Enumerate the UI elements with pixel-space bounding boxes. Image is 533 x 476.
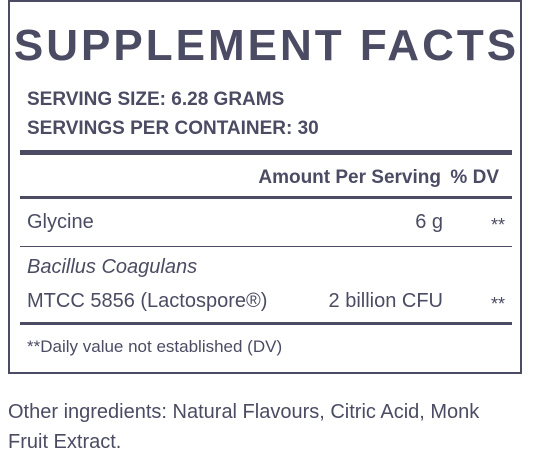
rule xyxy=(20,196,512,199)
nutrient-name: Bacillus Coagulans xyxy=(27,256,198,278)
strain: MTCC 5856 (Lactospore®) xyxy=(27,290,268,312)
facts-box xyxy=(8,0,522,374)
rule xyxy=(20,150,512,155)
column-header: % DV xyxy=(450,167,499,188)
serving-size: SERVING SIZE: 6.28 GRAMS xyxy=(27,89,285,110)
footnote: **Daily value not established (DV) xyxy=(27,337,283,356)
rule xyxy=(20,322,512,325)
other-ingredients: Other ingredients: Natural Flavours, Cit… xyxy=(8,401,480,453)
title: SUPPLEMENT FACTS xyxy=(13,21,520,70)
servings-per-container: SERVINGS PER CONTAINER: 30 xyxy=(27,118,319,139)
daily-value: ** xyxy=(490,215,505,235)
amount: 2 billion CFU xyxy=(328,290,443,312)
nutrient-name: Glycine xyxy=(27,211,94,233)
rule xyxy=(20,246,512,247)
amount: 6 g xyxy=(415,211,443,233)
daily-value: ** xyxy=(490,294,505,314)
column-header: Amount Per Serving xyxy=(258,167,441,188)
